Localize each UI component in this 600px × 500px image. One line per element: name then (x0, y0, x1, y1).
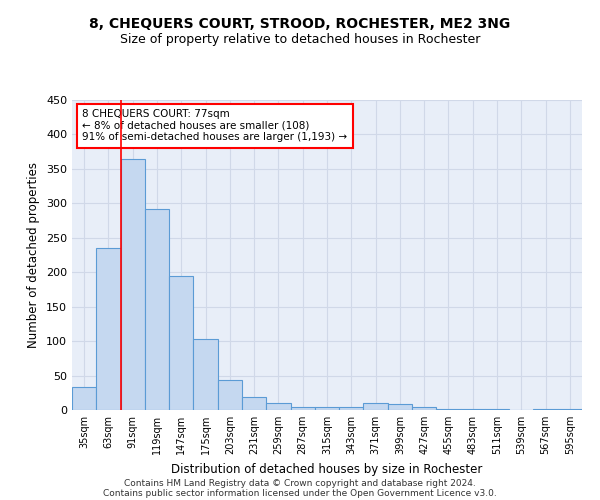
Bar (364, 403, 388, 410)
Bar (266, 403, 290, 410)
Bar (436, 408, 461, 410)
Bar (145, 209, 169, 410)
Bar (388, 404, 412, 410)
Text: Size of property relative to detached houses in Rochester: Size of property relative to detached ho… (120, 32, 480, 46)
Bar (242, 397, 266, 410)
Bar (290, 406, 315, 410)
Bar (218, 380, 242, 410)
Text: Contains HM Land Registry data © Crown copyright and database right 2024.: Contains HM Land Registry data © Crown c… (124, 478, 476, 488)
Bar (72, 388, 96, 410)
Bar (169, 276, 193, 410)
Bar (315, 407, 339, 410)
Bar (412, 406, 436, 410)
Bar (96, 248, 121, 410)
Bar (339, 407, 364, 410)
Text: 8, CHEQUERS COURT, STROOD, ROCHESTER, ME2 3NG: 8, CHEQUERS COURT, STROOD, ROCHESTER, ME… (89, 18, 511, 32)
Text: Contains public sector information licensed under the Open Government Licence v3: Contains public sector information licen… (103, 488, 497, 498)
Bar (193, 339, 218, 410)
Bar (121, 158, 145, 410)
Text: 8 CHEQUERS COURT: 77sqm
← 8% of detached houses are smaller (108)
91% of semi-de: 8 CHEQUERS COURT: 77sqm ← 8% of detached… (82, 110, 347, 142)
X-axis label: Distribution of detached houses by size in Rochester: Distribution of detached houses by size … (172, 462, 482, 475)
Bar (558, 408, 582, 410)
Y-axis label: Number of detached properties: Number of detached properties (28, 162, 40, 348)
